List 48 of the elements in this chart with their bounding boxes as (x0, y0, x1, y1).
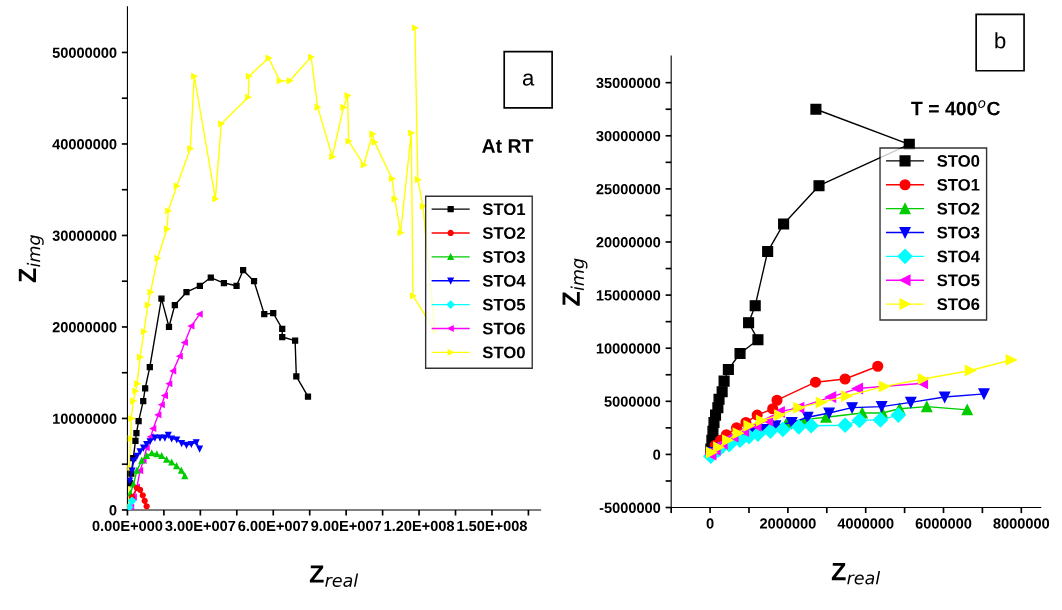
y-axis-title: Z$_{img}$ (18, 235, 44, 283)
x-axis-title: Z$_{real}$ (309, 565, 359, 587)
x-tick-label: 6000000 (915, 518, 972, 529)
legend-label: STO1 (482, 203, 526, 216)
y-tick-label: 30000000 (596, 130, 661, 142)
x-tick-label: 1.20E+008 (384, 520, 455, 532)
legend-label: STO4 (482, 274, 526, 287)
annotation: a (522, 73, 535, 86)
y-tick-label: 20000000 (596, 237, 661, 248)
annotation: T = 400$^{o}$C (911, 100, 1000, 116)
y-tick-label: 0 (653, 449, 661, 460)
legend-label: STO2 (482, 227, 525, 239)
legend-label: STO1 (937, 178, 980, 191)
legend-label: STO2 (937, 202, 980, 215)
y-tick-label: 35000000 (596, 77, 661, 89)
legend-label: STO5 (937, 274, 980, 287)
x-tick-label: 6.00E+007 (238, 520, 309, 532)
x-tick-label: 8000000 (993, 518, 1050, 529)
legend-label: STO4 (937, 250, 980, 263)
legend-label: STO0 (482, 346, 525, 359)
y-tick-label: 25000000 (596, 183, 661, 195)
x-tick-label: 3.00E+007 (165, 520, 236, 532)
x-axis-title: Z$_{real}$ (831, 562, 881, 585)
x-tick-label: 4000000 (837, 518, 894, 529)
y-tick-label: 15000000 (596, 290, 661, 301)
x-tick-label: 1.50E+008 (457, 520, 527, 532)
y-tick-label: 10000000 (596, 343, 661, 354)
legend-label: STO0 (937, 155, 980, 167)
x-tick-label: 9.00E+007 (311, 520, 381, 532)
legend-label: STO6 (482, 322, 525, 335)
y-tick-label: 20000000 (52, 322, 117, 333)
legend-label: STO6 (937, 298, 980, 311)
legend-label: STO5 (482, 298, 526, 311)
y-tick-label: -5000000 (599, 502, 661, 513)
y-tick-label: 50000000 (52, 47, 117, 58)
text: b (995, 32, 1006, 49)
legend-label: STO3 (482, 251, 525, 263)
y-tick-label: 40000000 (52, 139, 117, 150)
y-axis-title: Z$_{img}$ (562, 258, 588, 306)
annotation: At RT (482, 139, 534, 153)
y-tick-label: 30000000 (52, 230, 117, 241)
legend-label: STO3 (937, 226, 980, 239)
x-tick-label: 2000000 (760, 518, 816, 529)
y-tick-label: 0 (109, 505, 117, 516)
y-tick-label: 10000000 (53, 413, 117, 424)
x-tick-label: 0.00E+000 (92, 520, 163, 532)
y-tick-label: 5000000 (604, 396, 661, 407)
x-tick-label: 0 (706, 518, 714, 529)
